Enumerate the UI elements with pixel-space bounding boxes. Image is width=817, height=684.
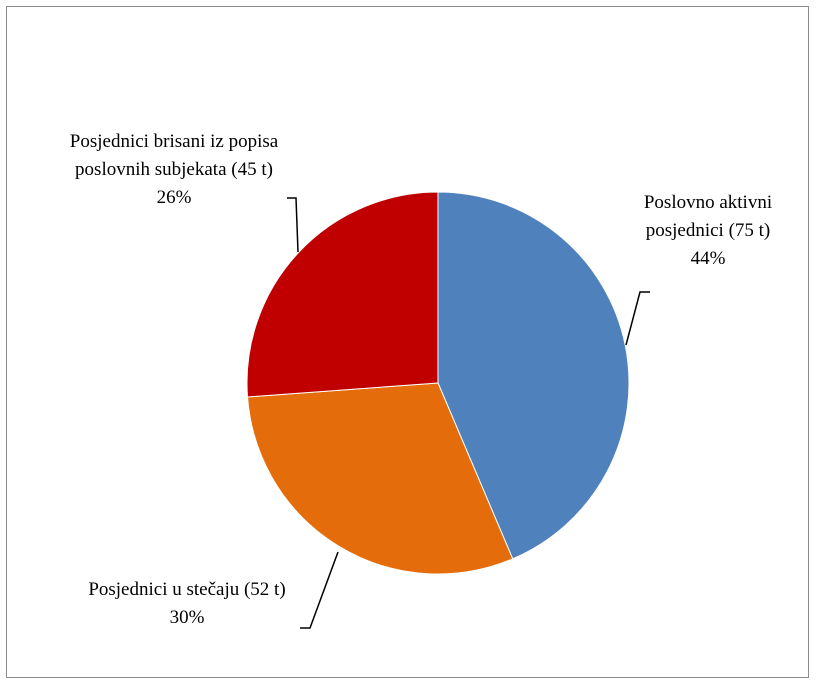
slice-label-aktivni-line2: posjednici (75 t) [646,220,771,241]
slice-label-brisani-line2: poslovnih subjekata (45 t) [75,159,273,180]
leader-lines [287,197,650,629]
slice-label-brisani-line1: Posjednici brisani iz popisa [70,131,279,152]
slice-percent-stecaj: 30% [170,607,205,628]
pie-slice-stecaj [246,382,514,575]
slice-label-aktivni-line1: Poslovno aktivni [644,192,772,213]
pie-slice-aktivni [437,191,630,560]
slice-label-stecaj: Posjednici u stečaju (52 t) [88,579,285,600]
slice-percent-brisani: 26% [157,187,192,208]
slice-percent-aktivni: 44% [691,248,726,269]
leader-line-brisani [287,197,299,253]
pie-slices [246,191,630,575]
pie-slice-brisani [246,191,439,398]
leader-line-stecaj [300,551,339,629]
leader-line-aktivni [625,291,650,346]
